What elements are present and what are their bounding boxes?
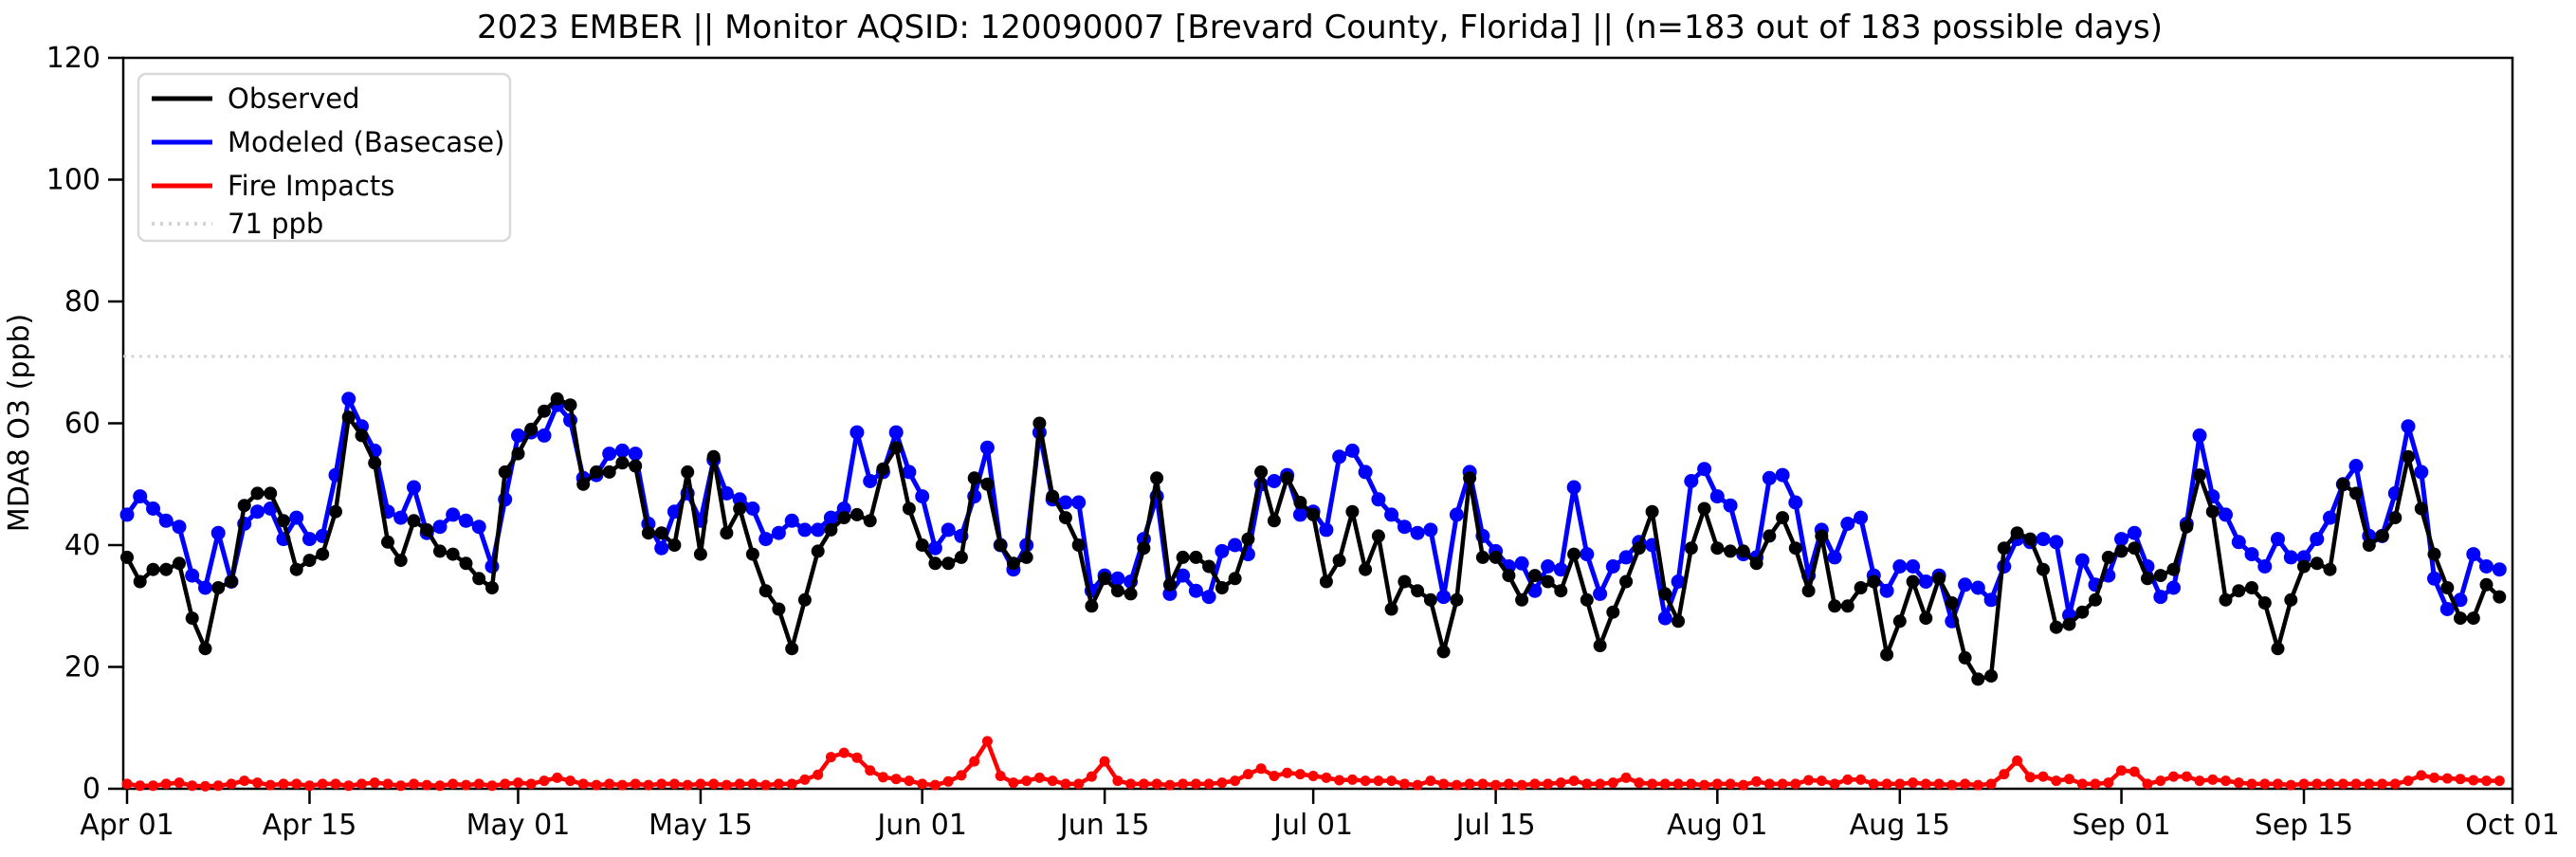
y-tick-label: 120 xyxy=(46,42,100,75)
chart-title: 2023 EMBER || Monitor AQSID: 120090007 [… xyxy=(477,9,2163,46)
x-tick-label: Jun 15 xyxy=(1058,809,1150,842)
y-tick-label: 20 xyxy=(64,651,100,684)
y-axis-label: MDA8 O3 (ppb) xyxy=(3,314,36,532)
x-tick-label: May 15 xyxy=(649,809,753,842)
x-axis-ticks: Apr 01 Apr 15 May 01 May 15 Jun 01 Jun 15 Jul … xyxy=(80,789,2560,842)
y-tick-label: 60 xyxy=(64,408,100,441)
legend-label: 71 ppb xyxy=(228,208,323,240)
x-tick-label: Sep 01 xyxy=(2072,809,2170,842)
x-tick-label: Sep 15 xyxy=(2255,809,2353,842)
x-tick-label: Oct 01 xyxy=(2465,809,2560,842)
x-tick-label: Jun 01 xyxy=(875,809,967,842)
x-tick-label: Jul 01 xyxy=(1271,809,1353,842)
x-tick-label: Apr 01 xyxy=(80,809,174,842)
legend-label: Modeled (Basecase) xyxy=(228,126,504,158)
x-tick-label: May 01 xyxy=(466,809,571,842)
x-tick-label: Aug 01 xyxy=(1667,809,1767,842)
y-axis-ticks: 0 20 40 60 80 100 120 xyxy=(46,42,123,806)
x-tick-label: Apr 15 xyxy=(263,809,357,842)
legend: Observed Modeled (Basecase) Fire Impacts 71… xyxy=(137,72,512,243)
y-tick-label: 40 xyxy=(64,529,100,562)
y-tick-label: 80 xyxy=(64,285,100,319)
observed-line xyxy=(120,392,2507,686)
legend-label: Fire Impacts xyxy=(228,170,394,202)
x-tick-label: Aug 15 xyxy=(1850,809,1950,842)
fire-impacts-line xyxy=(121,736,2505,792)
x-tick-label: Jul 15 xyxy=(1454,809,1536,842)
legend-label: Observed xyxy=(228,82,360,115)
y-tick-label: 0 xyxy=(82,773,100,806)
y-tick-label: 100 xyxy=(46,164,100,197)
